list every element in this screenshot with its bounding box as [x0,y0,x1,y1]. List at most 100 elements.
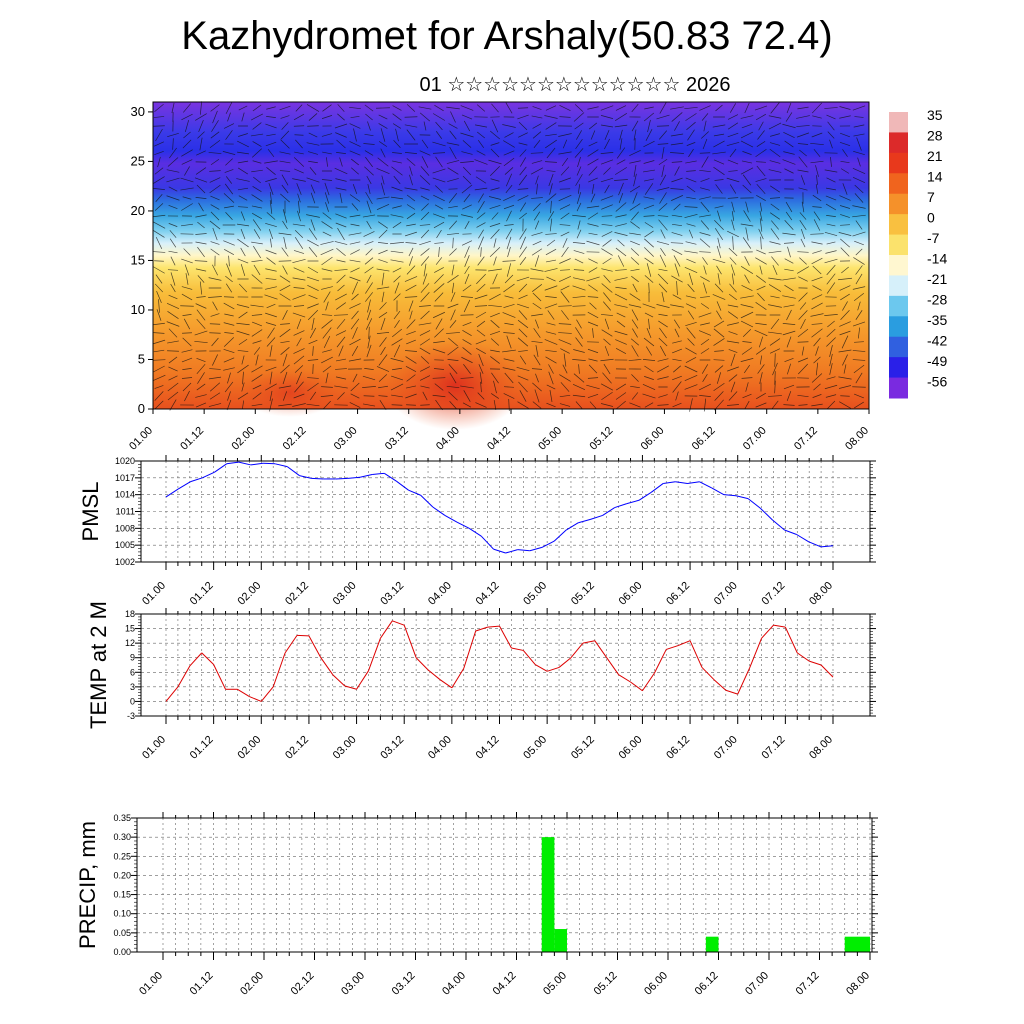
wind-barb [825,394,837,398]
wind-barb [210,195,220,201]
wind-barb [546,402,556,408]
wind-barb [167,132,179,138]
wind-barb [378,221,388,229]
wind-barb [282,310,288,320]
wind-barb [476,131,486,139]
wind-barb [759,218,763,232]
wind-barb [446,385,460,389]
wind-barb [671,275,683,283]
wind-barb [390,214,404,218]
wind-barb [717,210,721,222]
wind-barb [503,393,515,399]
wind-barb [602,372,612,384]
wind-barb [633,129,637,141]
colorbar-swatch [889,377,908,399]
wind-barb [852,177,866,183]
wind-barb [335,187,347,191]
wind-barb [770,102,780,114]
wind-barb [504,224,514,226]
wind-barb [825,203,837,211]
wind-barb [266,303,276,309]
wind-barb [770,133,780,137]
y-axis-label: PRECIP, mm [75,821,100,949]
wind-barb [366,344,372,358]
wind-barb [155,128,163,142]
x-tick-label: 02.00 [229,425,257,453]
wind-barb [295,104,303,112]
wind-barb [840,247,850,257]
wind-barb [434,274,444,284]
wind-barb [815,362,819,376]
wind-barb [616,312,626,318]
wind-barb [406,158,416,166]
wind-barb [292,277,306,281]
wind-barb [602,239,612,247]
wind-barb [826,282,836,294]
colorbar-label: -35 [927,312,947,328]
x-tick-label: 02.12 [289,970,317,998]
wind-barb [154,141,164,147]
wind-barb [756,183,766,195]
wind-barb [671,232,683,236]
wind-barb [573,269,585,271]
wind-barb [661,165,665,177]
colorbar-label: 14 [927,169,943,185]
wind-barb [614,330,628,336]
wind-barb [252,186,262,192]
colorbar-label: 28 [927,128,943,144]
wind-barb [644,222,654,228]
wind-barb [629,203,641,211]
series-line-segment [332,674,346,687]
wind-barb [561,157,569,167]
wind-barb [615,167,627,175]
wind-barb [281,174,289,186]
wind-barb [279,284,291,292]
y-tick-label: 1014 [115,490,135,500]
wind-barb [687,338,695,346]
wind-barb [630,268,640,272]
wind-barb [269,390,273,402]
wind-barb [558,323,572,325]
colorbar-label: -56 [927,374,947,390]
chart-title: Kazhydromet for Arshaly(50.83 72.4) [181,14,833,58]
wind-barb [155,236,163,250]
wind-barb [279,151,291,155]
wind-barb [506,335,512,349]
wind-barb [800,175,806,185]
wind-barb [688,229,694,239]
wind-barb [255,354,259,366]
series-line-segment [356,670,369,690]
wind-barb [194,340,208,344]
y-axis-label: TEMP at 2 M [86,601,111,729]
wind-barb [531,197,543,199]
wind-barb [502,367,516,371]
wind-barb [856,137,862,151]
wind-barb [153,349,165,353]
wind-barb [432,177,446,183]
wind-barb [242,371,244,385]
wind-barb [236,330,250,336]
wind-barb [796,266,810,274]
series-line-segment [190,477,203,483]
wind-barb [545,139,557,149]
wind-barb [744,256,750,266]
wind-barb [518,174,528,186]
wind-barb [197,246,205,258]
wind-barb [251,314,263,316]
wind-barb [325,372,329,384]
wind-barb [798,156,808,168]
wind-barb [420,404,430,406]
wind-barb [420,166,430,176]
wind-barb [549,218,553,232]
wind-barb [782,330,796,336]
wind-barb [268,229,274,239]
wind-barb [558,133,572,137]
wind-barb [478,229,484,239]
wind-barb [462,284,472,292]
wind-barb [534,389,540,403]
wind-barb [630,338,640,346]
wind-barb [264,160,278,164]
wind-barb [266,167,276,175]
wind-barb [208,277,222,281]
wind-barb [502,124,516,128]
